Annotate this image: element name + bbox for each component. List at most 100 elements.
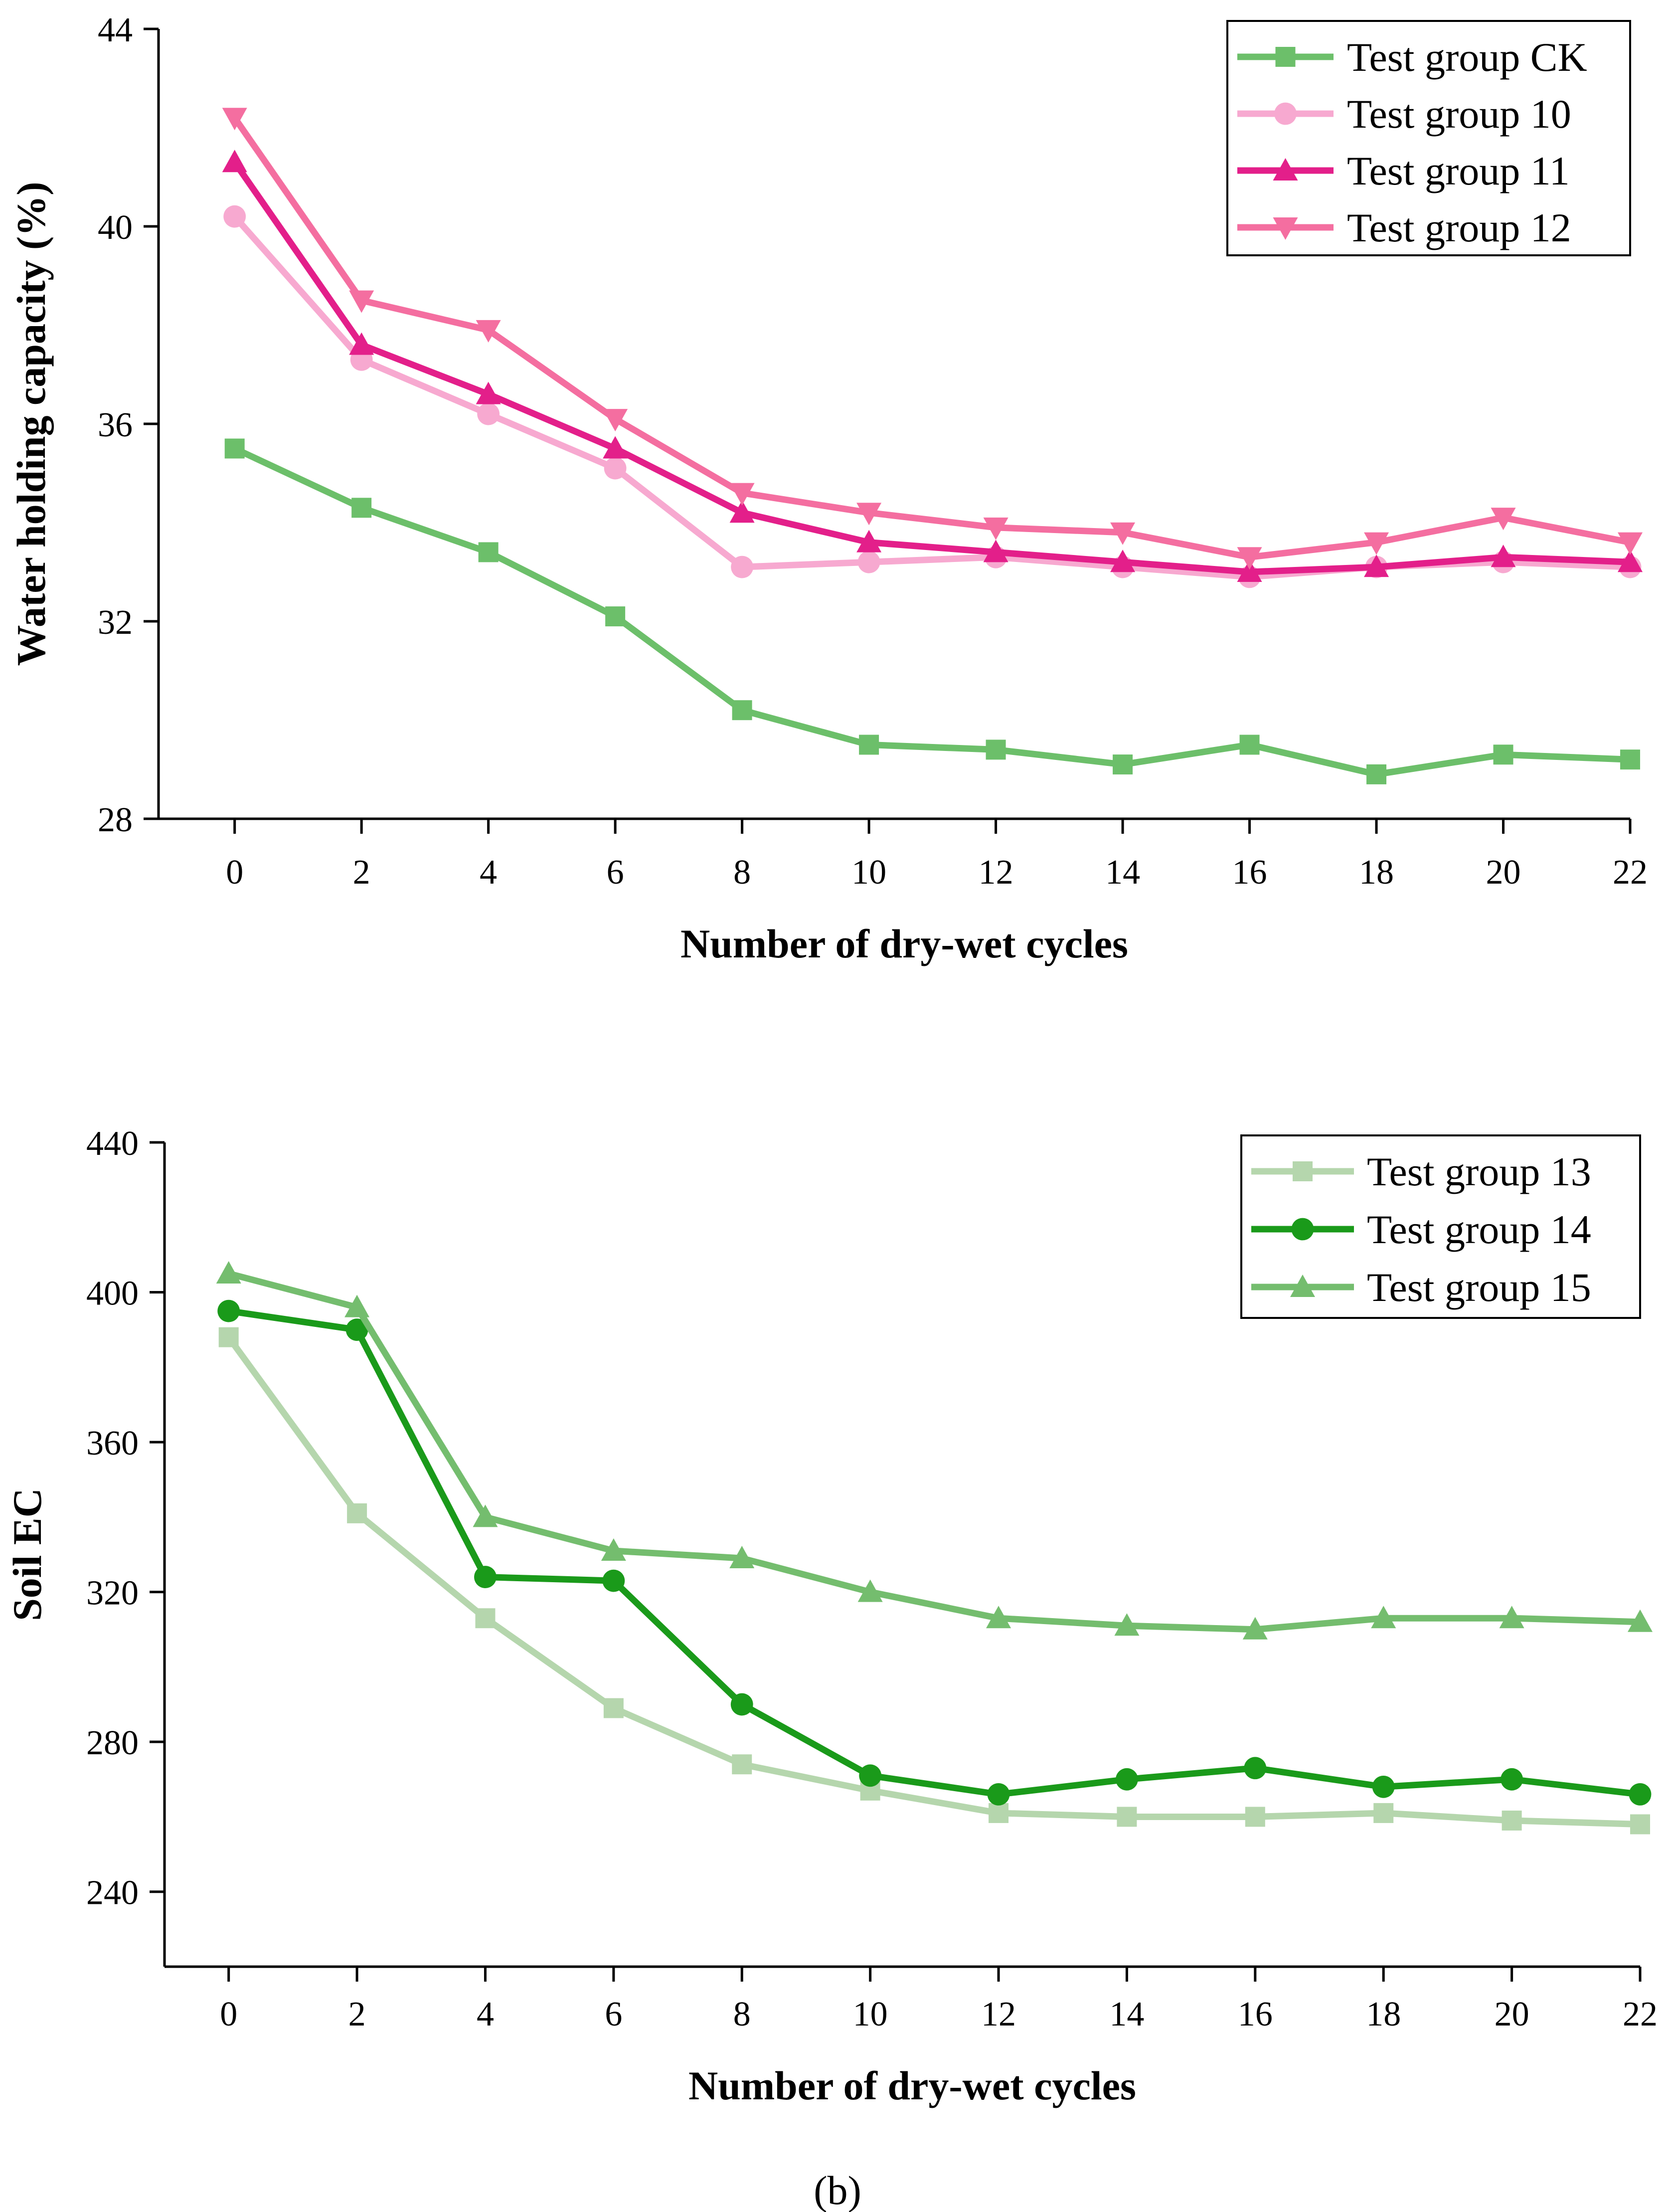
data-point: [1113, 754, 1133, 775]
data-point: [857, 551, 880, 573]
data-point: [603, 409, 628, 432]
data-point: [351, 498, 372, 518]
series-test-group-11: [222, 150, 1643, 582]
data-point: [349, 290, 374, 313]
x-tick-label: 20: [1495, 1995, 1529, 2033]
legend-entry-label: Test group CK: [1347, 34, 1587, 80]
data-point: [859, 1764, 882, 1787]
data-point: [1618, 532, 1643, 555]
data-point: [1491, 508, 1516, 531]
x-tick-label: 0: [226, 853, 243, 892]
series-test-group-12: [222, 108, 1643, 570]
data-point: [1620, 749, 1640, 770]
x-tick-label: 22: [1623, 1995, 1658, 2033]
x-tick-label: 4: [477, 1995, 494, 2033]
series-line: [228, 1307, 1641, 1798]
data-point: [347, 1503, 367, 1523]
data-point: [1242, 1617, 1268, 1640]
x-tick-label: 8: [733, 853, 751, 892]
x-tick-label: 18: [1359, 853, 1394, 892]
data-point: [1372, 1775, 1395, 1798]
data-point: [1630, 1814, 1650, 1835]
data-point: [478, 542, 499, 562]
x-tick-label: 20: [1486, 853, 1521, 892]
data-point: [1245, 1807, 1265, 1827]
data-point: [224, 438, 245, 459]
x-tick-label: 14: [1105, 853, 1140, 892]
data-point: [604, 457, 627, 480]
data-point: [732, 1754, 752, 1775]
figure-caption: (b): [814, 2168, 861, 2212]
y-tick-label: 36: [98, 406, 133, 444]
data-point: [605, 606, 626, 627]
data-point: [989, 1803, 1009, 1823]
x-tick-label: 2: [353, 853, 370, 892]
data-point: [1366, 764, 1387, 784]
data-point: [1239, 735, 1260, 755]
data-point: [1244, 1757, 1267, 1780]
series-test-group-14: [217, 1299, 1652, 1806]
data-point: [1499, 1606, 1524, 1629]
data-point: [1117, 1807, 1137, 1827]
y-axis-title: Soil EC: [4, 1488, 50, 1621]
legend-entry-label: Test group 10: [1347, 91, 1571, 137]
x-tick-label: 14: [1109, 1995, 1144, 2033]
y-axis-title: Water holding capacity (%): [8, 182, 54, 666]
x-tick-label: 18: [1366, 1995, 1401, 2033]
data-point: [473, 1504, 498, 1527]
x-tick-label: 6: [605, 1995, 622, 2033]
data-point: [859, 735, 879, 755]
legend: Test group CK Test group 10 Test group 11 T…: [1226, 20, 1631, 256]
data-point: [1618, 550, 1643, 572]
data-point: [218, 1327, 239, 1347]
legend-entry-label: Test group 14: [1367, 1207, 1591, 1252]
data-point: [222, 108, 247, 131]
legend-entry-label: Test group 11: [1347, 148, 1570, 193]
x-tick-label: 16: [1238, 1995, 1273, 2033]
data-point: [1114, 1613, 1140, 1636]
data-point: [1364, 532, 1389, 555]
data-point: [856, 503, 882, 526]
series-line: [226, 1335, 1641, 1828]
data-point: [1501, 1768, 1523, 1791]
x-tick-label: 22: [1613, 853, 1648, 892]
data-point: [856, 530, 882, 553]
legend-marker: [1290, 1275, 1315, 1297]
data-point: [216, 1261, 241, 1284]
x-tick-label: 10: [851, 853, 886, 892]
data-point: [477, 402, 500, 425]
x-tick-label: 8: [733, 1995, 751, 2033]
legend-marker: [1293, 1161, 1313, 1181]
data-point: [1502, 1810, 1522, 1831]
data-point: [730, 1693, 753, 1716]
data-point: [987, 1783, 1010, 1806]
data-point: [1371, 1606, 1396, 1629]
data-point: [1628, 1609, 1653, 1632]
legend: Test group 13 Test group 14 Test group 15: [1240, 1134, 1641, 1319]
y-tick-label: 44: [98, 11, 133, 49]
data-point: [474, 1566, 497, 1588]
data-point: [476, 320, 501, 343]
data-point: [602, 1569, 625, 1592]
legend-marker: [1275, 47, 1296, 67]
data-point: [217, 1299, 240, 1322]
data-point: [603, 436, 628, 459]
series-line: [228, 1270, 1641, 1633]
series-line: [232, 160, 1631, 575]
legend-entry-label: Test group 13: [1367, 1149, 1591, 1194]
data-point: [1491, 545, 1516, 567]
series-line: [233, 445, 1631, 778]
x-tick-label: 4: [480, 853, 497, 892]
data-point: [349, 332, 374, 355]
series-line: [232, 116, 1631, 560]
data-point: [1373, 1803, 1394, 1823]
data-point: [1364, 554, 1389, 577]
x-tick-label: 12: [979, 853, 1013, 892]
data-point: [345, 1318, 368, 1341]
series-test-group-ck: [224, 438, 1640, 784]
data-point: [983, 540, 1008, 562]
data-point: [1116, 1768, 1138, 1791]
legend-marker: [1291, 1218, 1314, 1241]
y-tick-label: 400: [86, 1275, 139, 1313]
